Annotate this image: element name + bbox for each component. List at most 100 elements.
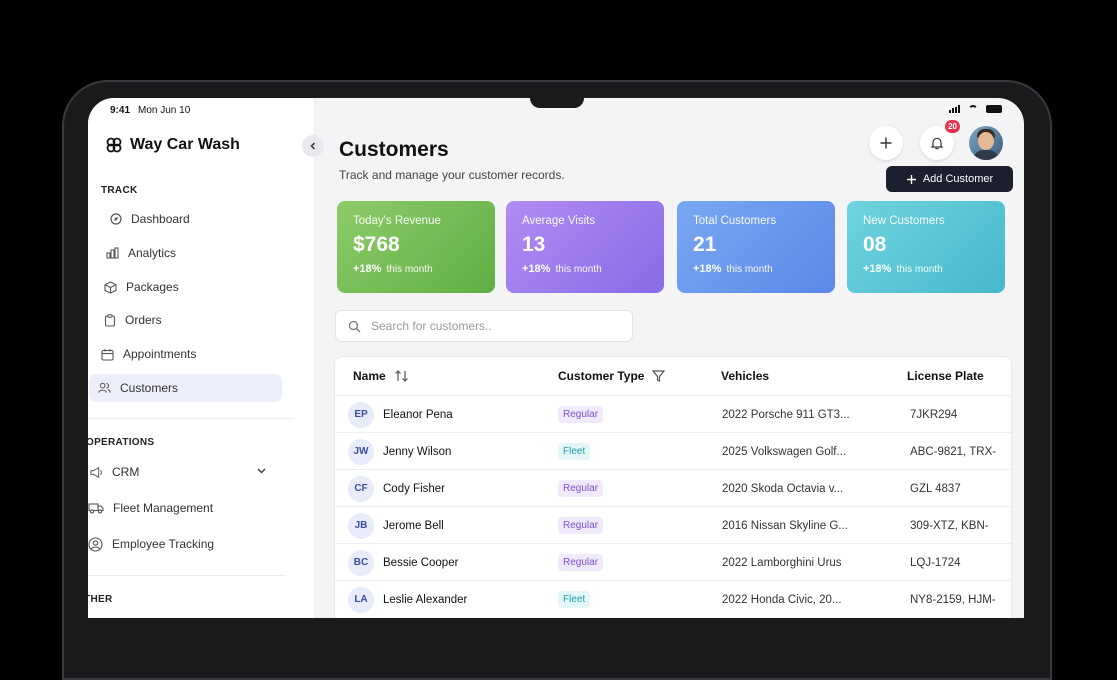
column-header-label: Vehicles	[721, 369, 770, 383]
cell-customer-type: Regular	[558, 396, 604, 433]
signal-icon	[949, 105, 960, 113]
cell-name: JW Jenny Wilson	[348, 433, 451, 470]
stat-change: +18% this month	[353, 263, 479, 275]
sidebar-item-label: Packages	[126, 280, 179, 294]
customer-type-badge: Fleet	[558, 591, 591, 608]
stat-label: Total Customers	[693, 215, 777, 227]
chevron-left-icon	[310, 142, 316, 150]
sidebar-divider	[88, 575, 286, 576]
stat-label: Today's Revenue	[353, 215, 441, 227]
page-title: Customers	[339, 138, 449, 161]
stat-change: +18% this month	[863, 263, 989, 275]
stat-card-revenue: Today's Revenue $768 +18% this month	[337, 201, 495, 293]
cell-vehicles: 2022 Honda Civic, 20...	[722, 593, 842, 606]
cell-vehicles: 2022 Porsche 911 GT3...	[722, 408, 850, 421]
search-icon	[348, 320, 361, 332]
stat-value: 21	[693, 233, 717, 256]
customer-type-badge: Regular	[558, 480, 604, 497]
cell-vehicles: 2020 Skoda Octavia v...	[722, 482, 844, 495]
cell-license-plate: NY8-2159, HJM-	[910, 593, 996, 606]
search-input[interactable]	[369, 318, 613, 334]
customer-name: Jenny Wilson	[383, 445, 452, 458]
customer-name: Eleanor Pena	[383, 408, 453, 421]
add-customer-button[interactable]: Add Customer	[886, 166, 1013, 192]
tablet-screen: 9:41 Mon Jun 10 Way Car Wash TRACK Dashbo…	[88, 98, 1024, 618]
compass-icon	[109, 213, 122, 226]
bar-chart-icon	[106, 247, 119, 260]
cell-license-plate: 7JKR294	[910, 408, 958, 421]
sidebar-item-crm[interactable]: CRM	[88, 458, 273, 486]
camera-notch	[530, 98, 584, 108]
column-header-label: Customer Type	[558, 369, 645, 383]
customer-type-badge: Fleet	[558, 443, 591, 460]
section-title-operations: OPERATIONS	[88, 437, 155, 448]
sidebar-item-appointments[interactable]: Appointments	[101, 340, 294, 368]
table-row[interactable]: BC Bessie Cooper Regular 2022 Lamborghini U…	[335, 543, 1011, 581]
table-row[interactable]: JW Jenny Wilson Fleet 2025 Volkswagen Golf.…	[335, 432, 1011, 470]
sidebar-item-label: Analytics	[128, 246, 177, 260]
calendar-icon	[101, 348, 114, 361]
sort-icon[interactable]	[394, 370, 410, 382]
customer-avatar: JB	[348, 512, 374, 539]
customer-name: Bessie Cooper	[383, 556, 459, 569]
cell-customer-type: Regular	[558, 507, 604, 544]
chevron-down-icon[interactable]	[256, 465, 267, 479]
sidebar-item-employee-tracking[interactable]: Employee Tracking	[88, 530, 278, 558]
cell-license-plate: ABC-9821, TRX-	[910, 445, 997, 458]
search-box[interactable]	[335, 310, 633, 342]
cell-name: BC Bessie Cooper	[348, 544, 458, 581]
stat-label: Average Visits	[522, 215, 596, 227]
stat-change-percent: +18%	[693, 263, 722, 275]
wifi-icon	[968, 105, 978, 113]
quick-add-button[interactable]	[869, 126, 903, 160]
sidebar-item-label: Dashboard	[131, 212, 190, 226]
column-header-customer-type[interactable]: Customer Type	[558, 357, 666, 395]
notification-badge: 20	[945, 120, 960, 133]
customer-type-badge: Regular	[558, 517, 604, 534]
cell-name: JB Jerome Bell	[348, 507, 444, 544]
filter-icon[interactable]	[652, 370, 666, 382]
sidebar-item-fleet-management[interactable]: Fleet Management	[88, 494, 280, 522]
sidebar-item-analytics[interactable]: Analytics	[101, 239, 294, 267]
status-bar: 9:41 Mon Jun 10	[88, 98, 1024, 120]
sidebar-item-orders[interactable]: Orders	[101, 306, 294, 334]
column-header-license-plate[interactable]: License Plate	[907, 357, 984, 395]
stat-change-period: this month	[386, 264, 433, 275]
section-title-track: TRACK	[101, 185, 138, 196]
customer-name: Jerome Bell	[383, 519, 444, 532]
brand[interactable]: Way Car Wash	[106, 136, 240, 154]
notifications-button[interactable]: 20	[920, 120, 960, 160]
sidebar-item-packages[interactable]: Packages	[101, 273, 294, 301]
column-header-name[interactable]: Name	[353, 357, 410, 395]
stat-card-average-visits: Average Visits 13 +18% this month	[506, 201, 664, 293]
stat-change-period: this month	[896, 264, 943, 275]
column-header-vehicles[interactable]: Vehicles	[721, 357, 769, 395]
sidebar-item-label: Employee Tracking	[112, 537, 215, 551]
cell-vehicles: 2022 Lamborghini Urus	[722, 556, 842, 569]
column-header-label: License Plate	[907, 369, 984, 383]
user-avatar[interactable]	[969, 126, 1003, 160]
table-row[interactable]: LA Leslie Alexander Fleet 2022 Honda Civic,…	[335, 580, 1011, 618]
cell-vehicles: 2025 Volkswagen Golf...	[722, 445, 847, 458]
sidebar-item-dashboard[interactable]: Dashboard	[101, 205, 294, 233]
table-row[interactable]: CF Cody Fisher Regular 2020 Skoda Octavia v…	[335, 469, 1011, 507]
stat-change-percent: +18%	[522, 263, 551, 275]
plus-icon	[906, 174, 916, 184]
cell-customer-type: Fleet	[558, 581, 591, 618]
logo-icon	[106, 137, 122, 153]
truck-icon	[88, 502, 104, 515]
customer-type-badge: Regular	[558, 554, 604, 571]
customer-avatar: LA	[348, 586, 374, 613]
sidebar-item-customers[interactable]: Customers	[89, 374, 282, 402]
cell-customer-type: Fleet	[558, 433, 591, 470]
plus-icon	[880, 137, 892, 149]
stat-change-percent: +18%	[353, 263, 382, 275]
add-customer-label: Add Customer	[922, 173, 994, 185]
cell-license-plate: LQJ-1724	[910, 556, 961, 569]
table-row[interactable]: JB Jerome Bell Regular 2016 Nissan Skyline …	[335, 506, 1011, 544]
customer-avatar: JW	[348, 438, 374, 465]
collapse-sidebar-button[interactable]	[302, 135, 324, 157]
status-icons	[949, 105, 1002, 113]
brand-name: Way Car Wash	[130, 136, 240, 153]
table-row[interactable]: EP Eleanor Pena Regular 2022 Porsche 911 GT…	[335, 395, 1011, 433]
